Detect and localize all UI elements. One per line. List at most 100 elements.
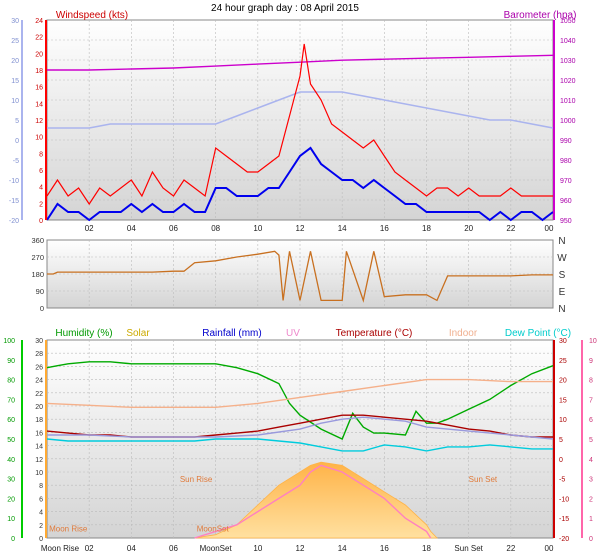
tick-label-right-baro: 990 xyxy=(560,138,572,145)
tick-label-left-mid: 4 xyxy=(39,510,43,517)
tick-label-right-baro: 1030 xyxy=(560,58,576,65)
tick-label-left-minor: 15 xyxy=(11,78,19,85)
tick-label-left-speed: 22 xyxy=(35,35,43,42)
tick-label-left-speed: 14 xyxy=(35,101,43,108)
tick-label-direction: 180 xyxy=(31,270,44,279)
x-tick-label-bottom: 00 xyxy=(545,544,554,553)
annotation: Sun Set xyxy=(469,475,498,484)
x-tick-label-bottom: 14 xyxy=(338,544,347,553)
tick-label-left-mid: 14 xyxy=(35,444,43,451)
tick-label-humidity: 40 xyxy=(7,457,15,464)
x-tick-label-top: 16 xyxy=(380,224,389,233)
tick-label-left-mid: 8 xyxy=(39,483,43,490)
legend-item: Temperature (°C) xyxy=(336,328,413,339)
tick-label-direction: 360 xyxy=(31,236,44,245)
tick-label-humidity: 10 xyxy=(7,516,15,523)
tick-label-humidity: 20 xyxy=(7,496,15,503)
tick-label-left-minor: 10 xyxy=(11,98,19,105)
tick-label-left-mid: 28 xyxy=(35,351,43,358)
compass-label: W xyxy=(557,253,567,264)
legend-item: Dew Point (°C) xyxy=(505,328,571,339)
tick-label-left-speed: 6 xyxy=(39,168,43,175)
tick-label-left-speed: 16 xyxy=(35,85,43,92)
tick-label-left-mid: 20 xyxy=(35,404,43,411)
tick-label-humidity: 80 xyxy=(7,378,15,385)
legend-item: Indoor xyxy=(449,328,478,339)
x-tick-label-top: 22 xyxy=(506,224,515,233)
tick-label-temperature: 0 xyxy=(559,457,563,464)
tick-label-temperature: 5 xyxy=(559,437,563,444)
tick-label-temperature: -10 xyxy=(559,496,569,503)
tick-label-right-baro: 1020 xyxy=(560,78,576,85)
tick-label-right-baro: 960 xyxy=(560,198,572,205)
x-tick-label-bottom: 04 xyxy=(127,544,136,553)
series-windspeed-avg xyxy=(46,146,554,222)
tick-label-direction: 270 xyxy=(31,253,44,262)
tick-label-uv: 10 xyxy=(589,338,597,345)
series-barometer xyxy=(47,54,554,71)
tick-label-temperature: -20 xyxy=(559,536,569,543)
series-barometer-trend xyxy=(47,91,554,129)
x-tick-label-bottom: Sun Set xyxy=(454,544,483,553)
tick-label-left-speed: 4 xyxy=(39,185,43,192)
tick-label-right-baro: 970 xyxy=(560,178,572,185)
x-tick-label-top: 14 xyxy=(338,224,347,233)
legend-item: UV xyxy=(286,328,300,339)
tick-label-left-speed: 24 xyxy=(35,18,43,25)
tick-label-left-speed: 2 xyxy=(39,201,43,208)
tick-label-right-baro: 1040 xyxy=(560,38,576,45)
chart-title: 24 hour graph day : 08 April 2015 xyxy=(211,3,359,14)
legend-item: Humidity (%) xyxy=(55,328,112,339)
tick-label-humidity: 100 xyxy=(3,338,15,345)
tick-label-temperature: 20 xyxy=(559,378,567,385)
tick-label-humidity: 60 xyxy=(7,417,15,424)
tick-label-left-mid: 30 xyxy=(35,338,43,345)
tick-label-left-speed: 20 xyxy=(35,51,43,58)
tick-label-left-minor: -20 xyxy=(9,218,19,225)
x-tick-label-top: 18 xyxy=(422,224,431,233)
tick-label-uv: 0 xyxy=(589,536,593,543)
tick-label-left-minor: 5 xyxy=(15,118,19,125)
tick-label-temperature: 10 xyxy=(559,417,567,424)
tick-label-uv: 3 xyxy=(589,477,593,484)
legend-item: Rainfall (mm) xyxy=(202,328,261,339)
tick-label-left-speed: 18 xyxy=(35,68,43,75)
tick-label-uv: 9 xyxy=(589,358,593,365)
series-temperature-trend xyxy=(47,416,554,440)
tick-label-left-mid: 16 xyxy=(35,430,43,437)
axis-label-windspeed: Windspeed (kts) xyxy=(56,10,128,21)
series-indoor xyxy=(46,378,553,408)
tick-label-humidity: 0 xyxy=(11,536,15,543)
tick-label-left-minor: 30 xyxy=(11,18,19,25)
compass-label: E xyxy=(559,287,566,298)
tick-label-left-mid: 2 xyxy=(39,523,43,530)
tick-label-left-mid: 10 xyxy=(35,470,43,477)
tick-label-humidity: 90 xyxy=(7,358,15,365)
series-humidity xyxy=(46,361,554,440)
tick-label-left-mid: 12 xyxy=(35,457,43,464)
tick-label-right-baro: 1010 xyxy=(560,98,576,105)
x-tick-label-bottom: 10 xyxy=(253,544,262,553)
tick-label-temperature: -15 xyxy=(559,516,569,523)
tick-label-right-baro: 950 xyxy=(560,218,572,225)
tick-label-direction: 0 xyxy=(40,304,44,313)
tick-label-temperature: 25 xyxy=(559,358,567,365)
tick-label-uv: 2 xyxy=(589,496,593,503)
x-tick-label-bottom: 22 xyxy=(506,544,515,553)
tick-label-right-baro: 1000 xyxy=(560,118,576,125)
tick-label-uv: 7 xyxy=(589,397,593,404)
tick-label-left-minor: -5 xyxy=(13,158,19,165)
x-tick-label-top: 02 xyxy=(85,224,94,233)
x-tick-label-bottom: Moon Rise xyxy=(41,544,80,553)
tick-label-temperature: 30 xyxy=(559,338,567,345)
series-solar xyxy=(194,461,438,539)
compass-label: N xyxy=(558,304,565,315)
x-tick-label-top: 06 xyxy=(169,224,178,233)
tick-label-right-baro: 1050 xyxy=(560,18,576,25)
x-tick-label-bottom: 18 xyxy=(422,544,431,553)
legend-item: Solar xyxy=(126,328,150,339)
tick-label-direction: 90 xyxy=(36,287,44,296)
tick-label-left-minor: 20 xyxy=(11,58,19,65)
x-tick-label-top: 04 xyxy=(127,224,136,233)
